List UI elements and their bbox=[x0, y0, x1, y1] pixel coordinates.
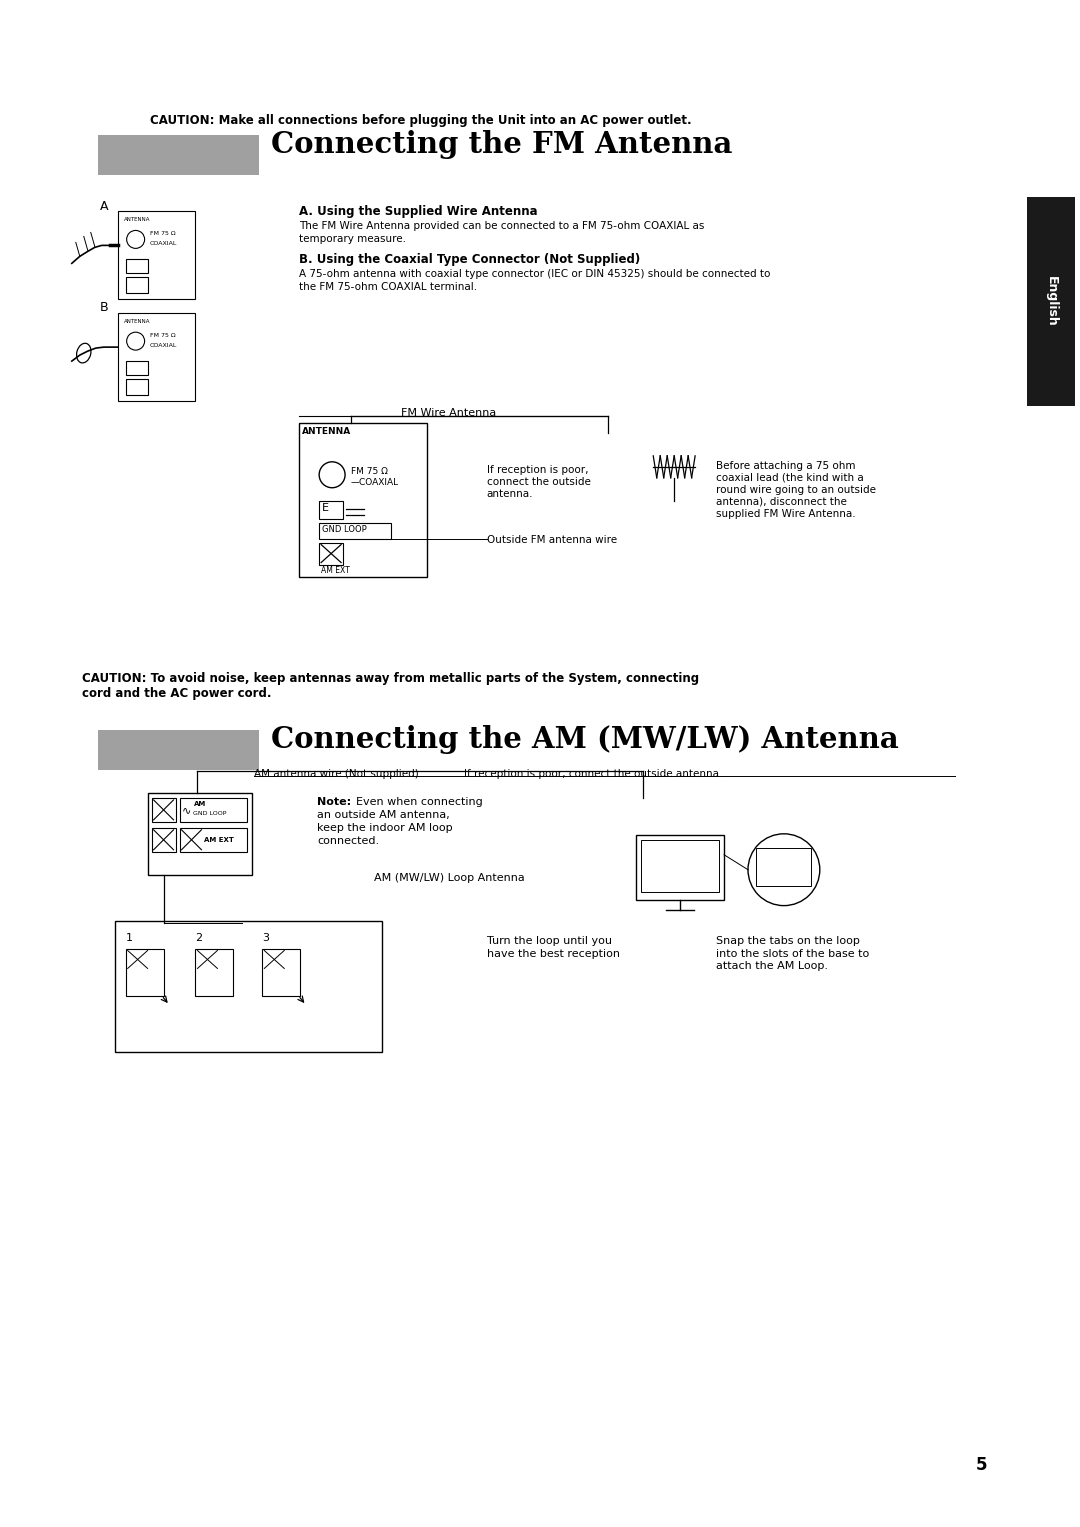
Bar bbox=[320, 542, 343, 565]
Text: FM 75 Ω: FM 75 Ω bbox=[150, 333, 175, 337]
Text: antenna.: antenna. bbox=[487, 489, 534, 499]
Text: A: A bbox=[99, 200, 108, 212]
Text: Even when connecting: Even when connecting bbox=[356, 797, 483, 806]
Bar bbox=[179, 799, 247, 822]
Bar bbox=[642, 840, 719, 892]
Text: coaxial lead (the kind with a: coaxial lead (the kind with a bbox=[716, 473, 864, 483]
Text: round wire going to an outside: round wire going to an outside bbox=[716, 484, 876, 495]
Text: FM 75 Ω: FM 75 Ω bbox=[150, 231, 175, 237]
Text: the FM 75-ohm COAXIAL terminal.: the FM 75-ohm COAXIAL terminal. bbox=[299, 282, 477, 292]
Bar bbox=[97, 730, 259, 770]
Bar bbox=[114, 921, 382, 1052]
Text: English: English bbox=[1044, 276, 1057, 327]
Text: E: E bbox=[322, 502, 329, 513]
Text: ANTENNA: ANTENNA bbox=[302, 428, 351, 435]
Text: CAUTION: Make all connections before plugging the Unit into an AC power outlet.: CAUTION: Make all connections before plu… bbox=[150, 113, 691, 127]
Text: connect the outside: connect the outside bbox=[487, 476, 591, 487]
Bar bbox=[636, 835, 724, 899]
Text: AM antenna wire (Not supplied): AM antenna wire (Not supplied) bbox=[254, 770, 419, 779]
Text: Outside FM antenna wire: Outside FM antenna wire bbox=[487, 534, 617, 545]
Text: Connecting the FM Antenna: Connecting the FM Antenna bbox=[271, 130, 732, 159]
Text: —COAXIAL: —COAXIAL bbox=[351, 478, 400, 487]
Bar bbox=[756, 847, 811, 886]
Text: B. Using the Coaxial Type Connector (Not Supplied): B. Using the Coaxial Type Connector (Not… bbox=[299, 253, 640, 266]
Text: keep the indoor AM loop: keep the indoor AM loop bbox=[318, 823, 453, 832]
Text: AM EXT: AM EXT bbox=[321, 565, 350, 574]
Text: Before attaching a 75 ohm: Before attaching a 75 ohm bbox=[716, 461, 855, 470]
Text: GND LOOP: GND LOOP bbox=[193, 811, 227, 817]
Bar bbox=[118, 313, 195, 402]
Text: A 75-ohm antenna with coaxial type connector (IEC or DIN 45325) should be connec: A 75-ohm antenna with coaxial type conne… bbox=[299, 269, 770, 279]
Text: COAXIAL: COAXIAL bbox=[150, 342, 177, 348]
Text: cord and the AC power cord.: cord and the AC power cord. bbox=[82, 687, 271, 701]
Text: B: B bbox=[99, 301, 108, 315]
Bar bbox=[97, 134, 259, 174]
Text: 5: 5 bbox=[975, 1457, 987, 1474]
Text: 3: 3 bbox=[262, 933, 269, 942]
Bar bbox=[151, 799, 176, 822]
Bar bbox=[320, 501, 343, 519]
Text: COAXIAL: COAXIAL bbox=[150, 241, 177, 246]
Bar bbox=[299, 423, 427, 577]
Text: an outside AM antenna,: an outside AM antenna, bbox=[318, 809, 450, 820]
Bar bbox=[148, 793, 253, 875]
Bar bbox=[118, 211, 195, 299]
Text: supplied FM Wire Antenna.: supplied FM Wire Antenna. bbox=[716, 508, 855, 519]
Text: ANTENNA: ANTENNA bbox=[124, 217, 150, 221]
Text: 2: 2 bbox=[195, 933, 203, 942]
Text: ANTENNA: ANTENNA bbox=[124, 319, 150, 324]
Bar bbox=[151, 828, 176, 852]
Text: FM 75 Ω: FM 75 Ω bbox=[351, 467, 388, 476]
Bar bbox=[262, 948, 300, 997]
Bar bbox=[125, 260, 148, 273]
Text: Turn the loop until you: Turn the loop until you bbox=[487, 936, 611, 945]
Text: The FM Wire Antenna provided can be connected to a FM 75-ohm COAXIAL as: The FM Wire Antenna provided can be conn… bbox=[299, 221, 704, 232]
Bar bbox=[195, 948, 233, 997]
Text: antenna), disconnect the: antenna), disconnect the bbox=[716, 496, 847, 507]
Text: attach the AM Loop.: attach the AM Loop. bbox=[716, 962, 828, 971]
Bar bbox=[125, 948, 163, 997]
Text: AM (MW/LW) Loop Antenna: AM (MW/LW) Loop Antenna bbox=[374, 873, 525, 883]
Text: Snap the tabs on the loop: Snap the tabs on the loop bbox=[716, 936, 860, 945]
Bar bbox=[320, 522, 391, 539]
Text: If reception is poor, connect the outside antenna.: If reception is poor, connect the outsid… bbox=[463, 770, 723, 779]
Text: FM Wire Antenna: FM Wire Antenna bbox=[401, 408, 497, 418]
Text: temporary measure.: temporary measure. bbox=[299, 235, 406, 244]
Text: AM: AM bbox=[193, 800, 205, 806]
Bar bbox=[1027, 197, 1075, 406]
Text: A. Using the Supplied Wire Antenna: A. Using the Supplied Wire Antenna bbox=[299, 206, 538, 218]
Bar bbox=[179, 828, 247, 852]
Text: into the slots of the base to: into the slots of the base to bbox=[716, 948, 869, 959]
Text: have the best reception: have the best reception bbox=[487, 948, 620, 959]
Bar bbox=[125, 379, 148, 395]
Bar bbox=[125, 278, 148, 293]
Text: Connecting the AM (MW/LW) Antenna: Connecting the AM (MW/LW) Antenna bbox=[271, 725, 899, 754]
Text: GND LOOP: GND LOOP bbox=[322, 525, 367, 533]
Bar bbox=[125, 360, 148, 376]
Text: CAUTION: To avoid noise, keep antennas away from metallic parts of the System, c: CAUTION: To avoid noise, keep antennas a… bbox=[82, 672, 699, 686]
Text: Note:: Note: bbox=[318, 797, 351, 806]
Text: 1: 1 bbox=[125, 933, 133, 942]
Text: connected.: connected. bbox=[318, 835, 379, 846]
Text: If reception is poor,: If reception is poor, bbox=[487, 464, 589, 475]
Text: ∿: ∿ bbox=[181, 805, 191, 815]
Text: AM EXT: AM EXT bbox=[204, 837, 234, 843]
